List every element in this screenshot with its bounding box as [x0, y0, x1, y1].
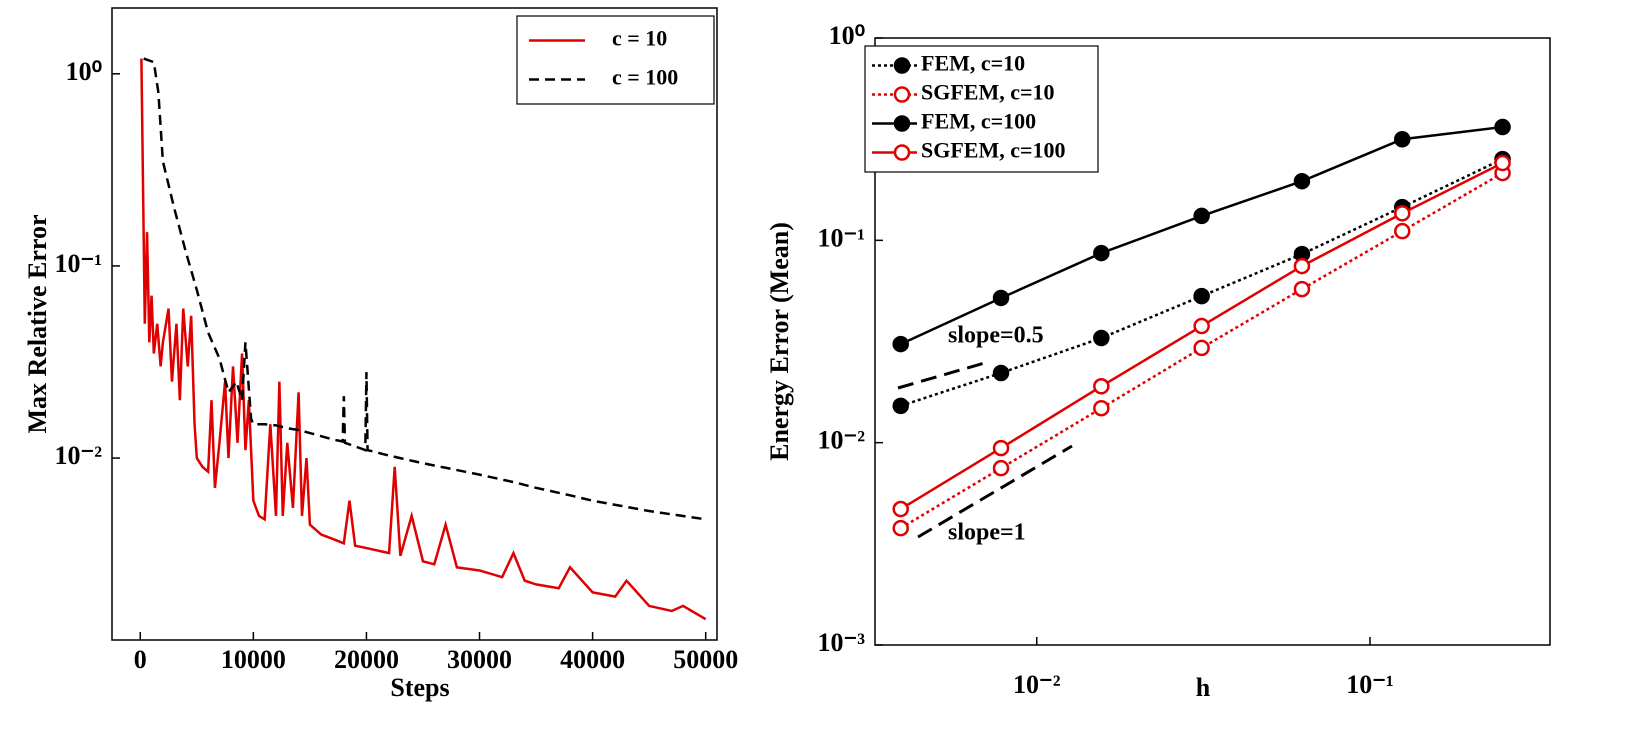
marker — [892, 500, 909, 518]
marker — [1193, 339, 1210, 357]
y-tick-label: 10⁻³ — [817, 628, 865, 657]
plot-frame — [874, 37, 1551, 646]
x-tick-label: 10⁻² — [1013, 670, 1061, 699]
plot-frame — [111, 7, 718, 641]
x-tick-label: 50000 — [673, 645, 738, 674]
marker — [892, 519, 909, 537]
y-tick-label: 10⁻¹ — [54, 249, 102, 278]
legend-marker — [893, 115, 911, 132]
legend-marker — [893, 144, 911, 161]
marker — [1093, 244, 1110, 262]
y-tick-label: 10⁰ — [829, 21, 865, 50]
marker — [1093, 329, 1110, 347]
marker — [992, 459, 1010, 477]
marker — [1093, 399, 1110, 417]
marker — [1093, 378, 1110, 395]
legend-marker — [893, 86, 911, 103]
x-tick-label: 30000 — [447, 645, 512, 674]
marker — [992, 289, 1010, 307]
marker — [1193, 287, 1210, 305]
y-axis-label: Energy Error (Mean) — [765, 222, 794, 461]
x-tick-label: 40000 — [560, 645, 625, 674]
marker — [1494, 154, 1511, 172]
marker — [1293, 280, 1311, 298]
annotation: slope=0.5 — [948, 323, 1044, 349]
legend-label: FEM, c=10 — [921, 51, 1025, 76]
series-line — [900, 157, 1504, 408]
marker — [992, 439, 1010, 457]
legend-label: SGFEM, c=100 — [921, 138, 1066, 163]
marker — [1394, 222, 1411, 240]
marker — [1193, 317, 1210, 335]
marker — [1193, 207, 1210, 225]
x-tick-label: 0 — [134, 645, 147, 674]
marker — [892, 397, 909, 415]
annotation: slope=1 — [948, 520, 1026, 546]
legend-label: FEM, c=100 — [921, 109, 1036, 134]
legend-label: SGFEM, c=10 — [921, 80, 1055, 105]
slope-guide — [897, 360, 989, 390]
slope-guide — [917, 444, 1073, 539]
marker — [992, 364, 1010, 382]
series-line — [140, 58, 707, 621]
x-tick-label: 10000 — [221, 645, 286, 674]
series-line — [143, 57, 706, 521]
legend-label: c = 100 — [612, 65, 678, 90]
marker — [1394, 205, 1411, 222]
marker — [1394, 130, 1411, 148]
legend-marker — [893, 57, 911, 74]
legend-label: c = 10 — [612, 26, 667, 51]
y-tick-label: 10⁻² — [54, 441, 102, 470]
marker — [1293, 172, 1311, 190]
marker — [1293, 257, 1311, 275]
x-axis-label: Steps — [390, 673, 449, 702]
legend-box — [516, 15, 715, 105]
y-tick-label: 10⁻¹ — [817, 223, 865, 252]
x-tick-label: 20000 — [334, 645, 399, 674]
marker — [892, 335, 909, 353]
x-tick-label: 10⁻¹ — [1346, 670, 1394, 699]
marker — [1494, 118, 1511, 136]
y-tick-label: 10⁻² — [817, 426, 865, 455]
x-axis-label: h — [1196, 673, 1211, 702]
y-tick-label: 10⁰ — [66, 57, 102, 86]
y-axis-label: Max Relative Error — [23, 215, 52, 434]
